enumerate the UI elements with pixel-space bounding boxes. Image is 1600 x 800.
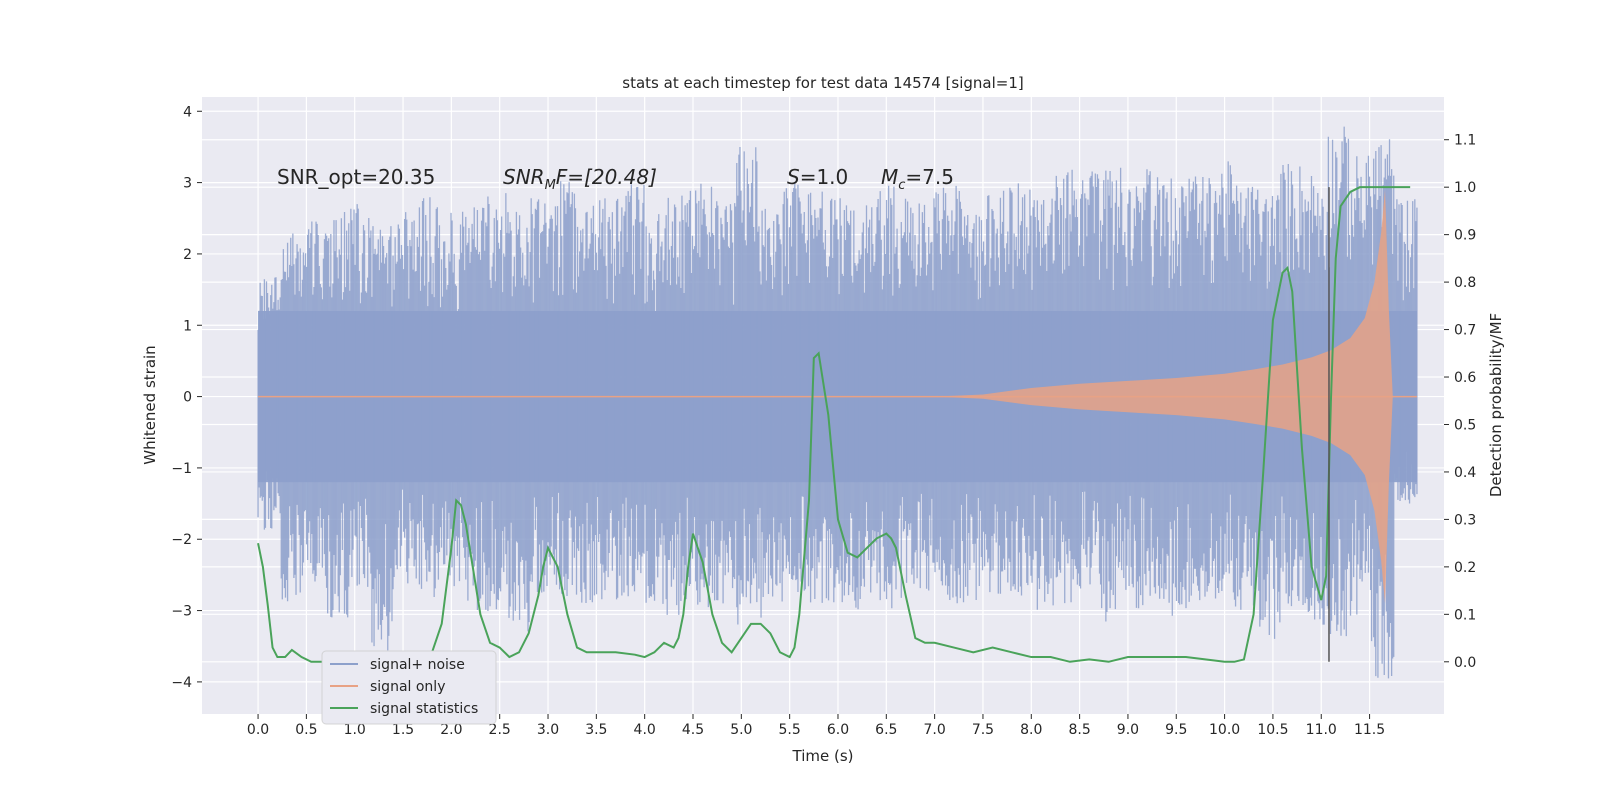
y-axis-ticks: 4 3 2 1 0 −1 −2 −3 −4 [171,104,202,691]
signal-statistics-line [257,186,1411,663]
y2-tick-label: 0.0 [1454,655,1476,671]
chart-title: stats at each timestep for test data 145… [622,74,1023,92]
y-tick-label: 4 [183,104,192,120]
signal-only-series [258,189,1417,604]
annotation-mc: Mc=7.5 [881,165,954,193]
y2-tick-label: 0.6 [1454,370,1476,386]
legend-label-signal: signal only [370,679,445,695]
y2-tick-label: 0.9 [1454,228,1476,244]
x-tick-label: 4.0 [634,722,656,738]
x-tick-label: 0.0 [247,722,269,738]
x-tick-label: 6.5 [875,722,897,738]
y2-tick-label: 1.1 [1454,133,1476,149]
y2-axis-ticks: 1.1 1.0 0.9 0.8 0.7 0.6 0.5 0.4 0.3 0.2 0.1 0.0 [1444,133,1476,671]
x-tick-label: 9.0 [1117,722,1139,738]
y2-tick-label: 1.0 [1454,180,1476,196]
x-tick-label: 7.5 [972,722,994,738]
y-tick-label: 3 [183,176,192,192]
x-tick-label: 7.0 [924,722,946,738]
x-tick-label: 11.0 [1306,722,1337,738]
y-tick-label: 2 [183,247,192,263]
x-tick-label: 10.0 [1209,722,1240,738]
x-tick-label: 2.5 [489,722,511,738]
x-axis-label: Time (s) [792,747,854,765]
y2-tick-label: 0.3 [1454,512,1476,528]
annotation-s-var: S [787,165,800,189]
legend-box [321,650,497,725]
annotation-snr-mf: SNRMF=[20.48] [503,165,657,193]
y2-tick-label: 0.5 [1454,417,1476,433]
annotation-snr-mf-sub: M [545,178,556,193]
y2-tick-label: 0.4 [1454,465,1476,481]
x-tick-label: 8.5 [1068,722,1090,738]
x-axis-ticks: 0.0 0.5 1.0 1.5 2.0 2.5 3.0 3.5 4.0 4.5 5.0 5.5 6.0 6… [247,714,1385,738]
legend-label-stats: signal statistics [370,701,478,717]
y-axis-label: Whitened strain [141,345,159,464]
x-tick-label: 9.5 [1165,722,1187,738]
y2-tick-label: 0.8 [1454,275,1476,291]
annotation-snr-mf-var: SNR [503,165,545,189]
y2-axis-label: Detection probability/MF [1487,313,1505,497]
annotation-mc-var: M [881,165,898,189]
x-tick-label: 3.5 [585,722,607,738]
y-tick-label: 0 [183,390,192,406]
y-tick-label: −4 [171,675,192,691]
x-tick-label: 4.5 [682,722,704,738]
x-tick-label: 2.0 [440,722,462,738]
x-tick-label: 3.0 [537,722,559,738]
y2-tick-label: 0.1 [1454,607,1476,623]
annotation-s-rest: =1.0 [800,165,849,189]
annotation-mc-sub: c [898,178,905,193]
y-tick-label: −3 [171,604,192,620]
x-tick-label: 5.0 [730,722,752,738]
x-tick-label: 6.0 [827,722,849,738]
y2-tick-label: 0.7 [1454,323,1476,339]
legend: signal+ noise signal only signal statist… [321,650,497,725]
x-tick-label: 8.0 [1020,722,1042,738]
signal-statistics-series [257,186,1411,663]
x-tick-label: 1.5 [392,722,414,738]
annotation-snr-opt: SNR_opt=20.35 [277,165,435,189]
annotation-snr-mf-rest: F=[20.48] [556,165,657,189]
y-tick-label: −1 [171,461,192,477]
y-tick-label: −2 [171,532,192,548]
x-tick-label: 1.0 [344,722,366,738]
y-tick-label: 1 [183,318,192,334]
annotation-mc-rest: =7.5 [905,165,954,189]
x-tick-label: 10.5 [1257,722,1288,738]
x-tick-label: 0.5 [295,722,317,738]
x-tick-label: 11.5 [1354,722,1385,738]
legend-label-noise: signal+ noise [370,657,465,673]
y2-tick-label: 0.2 [1454,560,1476,576]
x-tick-label: 5.5 [779,722,801,738]
annotation-s: S=1.0 [787,165,848,189]
